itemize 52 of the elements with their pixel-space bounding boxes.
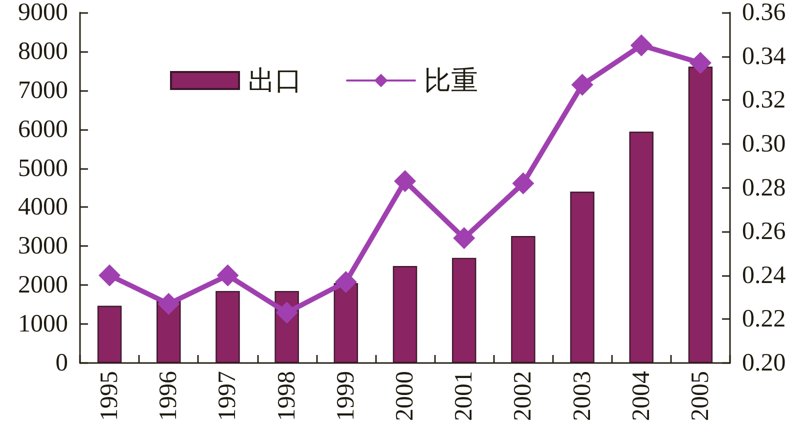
x-tick-label: 2002 [510, 371, 537, 421]
y2-tick-label: 0.22 [742, 306, 786, 333]
bar [629, 132, 654, 363]
y-tick-label: 0 [56, 350, 68, 376]
point [394, 170, 416, 192]
y-tick-label: 7000 [18, 76, 68, 104]
y2-tick-label: 0.26 [742, 218, 786, 246]
point [571, 74, 594, 96]
x-tick-label: 2005 [686, 371, 714, 421]
point [512, 172, 534, 194]
y-tick-label: 2000 [18, 272, 68, 299]
point [689, 52, 712, 74]
point [158, 292, 180, 315]
y-tick-label: 3000 [18, 232, 68, 260]
bar [392, 266, 418, 363]
point [453, 227, 476, 250]
y-tick-label: 8000 [18, 38, 68, 65]
y-tick-label: 6000 [18, 116, 68, 143]
point [276, 302, 298, 324]
y2-tick-label: 0.24 [742, 262, 786, 289]
bar [570, 192, 594, 363]
bar [688, 66, 713, 363]
x-tick-label: 1995 [96, 371, 124, 421]
x-tick-label: 1999 [332, 371, 360, 421]
y2-tick-label: 0.30 [742, 130, 786, 158]
legend-label: 比重 [424, 66, 478, 96]
y2-tick-label: 0.34 [742, 42, 786, 70]
x-tick-label: 2004 [628, 370, 655, 421]
x-tick-label: 2000 [392, 371, 418, 421]
bar [97, 306, 122, 363]
y2-tick-label: 0.28 [742, 174, 786, 202]
point [98, 264, 121, 286]
y-tick-label: 9000 [18, 0, 68, 26]
x-tick-label: 1997 [214, 371, 242, 421]
bar [216, 290, 240, 363]
x-tick-label: 2001 [450, 371, 478, 421]
point [216, 264, 239, 286]
bar [452, 258, 476, 363]
y-tick-label: 5000 [18, 154, 68, 182]
x-tick-label: 1996 [155, 371, 182, 421]
point [334, 270, 357, 293]
y-tick-label: 4000 [18, 194, 68, 221]
x-tick-label: 1998 [273, 371, 300, 421]
y2-tick-label: 0.20 [742, 350, 786, 376]
bar [511, 236, 536, 363]
y2-tick-label: 0.36 [742, 0, 786, 26]
x-tick-label: 2003 [568, 371, 596, 421]
legend-label: 出口 [248, 66, 302, 96]
point [630, 34, 652, 56]
bar [334, 283, 358, 363]
y-tick-label: 1000 [18, 310, 68, 338]
y2-tick-label: 0.32 [742, 86, 786, 114]
